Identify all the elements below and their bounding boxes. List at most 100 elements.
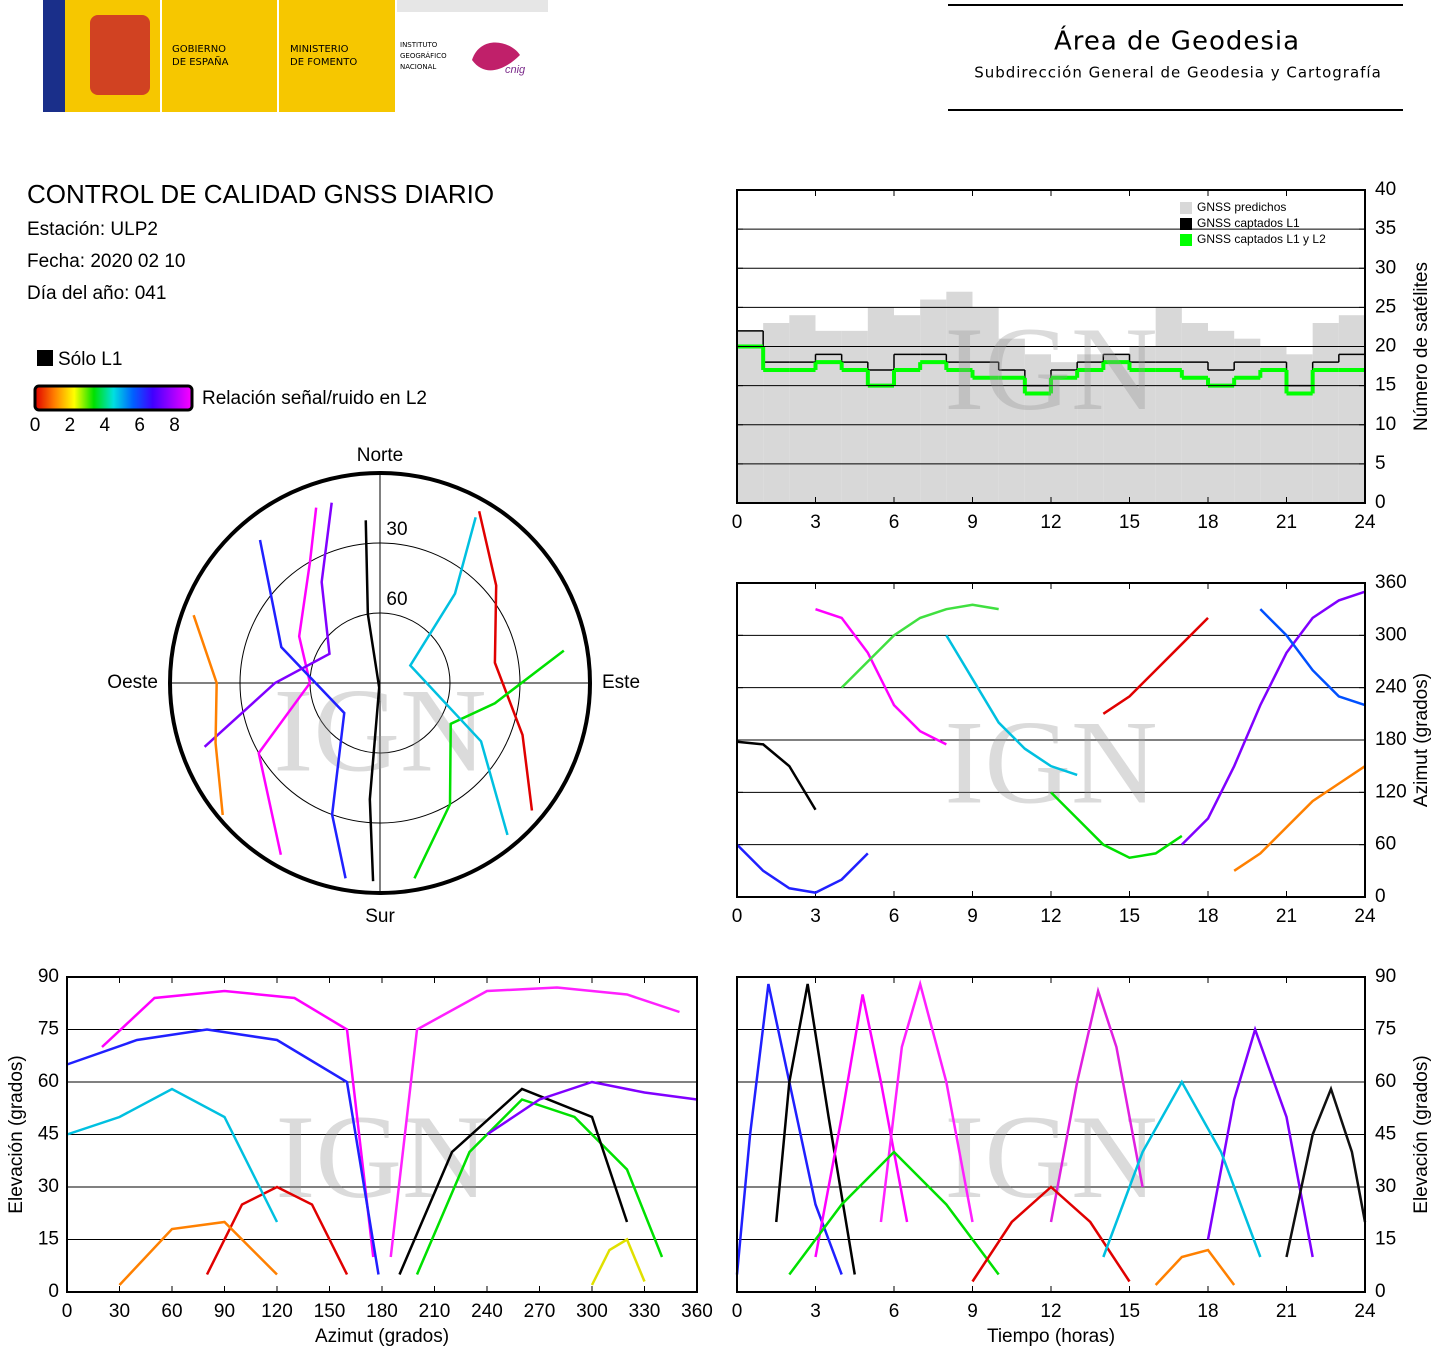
watermark: IGN bbox=[275, 1090, 488, 1223]
track bbox=[879, 979, 974, 1223]
sky-track bbox=[258, 539, 347, 879]
y-tick-label: 10 bbox=[1375, 414, 1396, 435]
x-tick-label: 6 bbox=[889, 512, 900, 533]
eu-stripe bbox=[43, 0, 65, 112]
snr-tick-label: 8 bbox=[169, 415, 180, 436]
x-tick-label: 360 bbox=[681, 1301, 713, 1322]
x-tick-label: 12 bbox=[1040, 512, 1061, 533]
x-axis-label: Tiempo (horas) bbox=[987, 1326, 1115, 1347]
area-title: Área de Geodesia bbox=[1054, 25, 1300, 57]
legend-swatch bbox=[1180, 218, 1192, 230]
gov-text: GOBIERNO bbox=[172, 44, 226, 55]
y-tick-label: 15 bbox=[1375, 1229, 1396, 1250]
y-axis-label: Número de satélites bbox=[1411, 262, 1432, 431]
area-step bbox=[1234, 338, 1261, 503]
x-tick-label: 15 bbox=[1119, 906, 1140, 927]
y-tick-label: 180 bbox=[1375, 729, 1407, 750]
y-tick-label: 75 bbox=[38, 1019, 59, 1040]
cnig-logo bbox=[472, 42, 520, 71]
area-step bbox=[1024, 354, 1051, 503]
x-tick-label: 0 bbox=[732, 1301, 743, 1322]
sky-track bbox=[413, 649, 565, 879]
track bbox=[1285, 1085, 1367, 1258]
area-step bbox=[789, 315, 816, 503]
area-step bbox=[998, 338, 1025, 503]
coat-of-arms bbox=[90, 15, 150, 95]
x-tick-label: 90 bbox=[214, 1301, 235, 1322]
day-of-year: Día del año: 041 bbox=[27, 283, 166, 304]
track bbox=[971, 1185, 1131, 1283]
x-tick-label: 6 bbox=[889, 906, 900, 927]
x-tick-label: 18 bbox=[1197, 512, 1218, 533]
plot-frame bbox=[736, 976, 1366, 1293]
gov-text: DE ESPAÑA bbox=[172, 55, 229, 68]
area-step bbox=[1312, 323, 1339, 503]
report-title: CONTROL DE CALIDAD GNSS DIARIO bbox=[27, 179, 494, 209]
y-tick-label: 240 bbox=[1375, 677, 1407, 698]
track bbox=[736, 843, 869, 894]
ring-label: 30 bbox=[386, 519, 407, 540]
x-tick-label: 180 bbox=[366, 1301, 398, 1322]
track bbox=[815, 607, 947, 746]
y-tick-label: 60 bbox=[38, 1071, 59, 1092]
x-tick-label: 9 bbox=[967, 906, 978, 927]
y-tick-label: 35 bbox=[1375, 218, 1396, 239]
x-tick-label: 300 bbox=[576, 1301, 608, 1322]
track bbox=[1102, 1079, 1262, 1258]
track bbox=[788, 1150, 1000, 1276]
sky-track bbox=[257, 507, 318, 856]
station: Estación: ULP2 bbox=[27, 219, 158, 240]
x-tick-label: 3 bbox=[810, 906, 821, 927]
ministry-text: DE FOMENTO bbox=[290, 57, 357, 68]
x-tick-label: 24 bbox=[1354, 906, 1376, 927]
x-tick-label: 18 bbox=[1197, 1301, 1218, 1322]
area-step bbox=[1103, 354, 1130, 503]
sky-track bbox=[203, 502, 333, 748]
track bbox=[1050, 791, 1183, 860]
x-tick-label: 12 bbox=[1040, 906, 1061, 927]
x-tick-label: 15 bbox=[1119, 1301, 1140, 1322]
y-tick-label: 25 bbox=[1375, 296, 1396, 317]
snr-tick-label: 4 bbox=[99, 415, 110, 436]
x-tick-label: 21 bbox=[1276, 512, 1297, 533]
area-step bbox=[737, 330, 764, 503]
y-axis-label: Elevación (grados) bbox=[6, 1055, 27, 1213]
y-tick-label: 0 bbox=[48, 1281, 59, 1302]
x-tick-label: 21 bbox=[1276, 906, 1297, 927]
direction-label: Oeste bbox=[107, 672, 158, 693]
snr-colorbar bbox=[33, 384, 194, 412]
snr-legend-label: Relación señal/ruido en L2 bbox=[202, 388, 427, 409]
x-tick-label: 0 bbox=[62, 1301, 73, 1322]
l1-swatch bbox=[37, 350, 53, 366]
watermark: IGN bbox=[944, 302, 1157, 435]
area-step bbox=[894, 315, 921, 503]
track bbox=[736, 740, 817, 811]
y-tick-label: 30 bbox=[1375, 1176, 1396, 1197]
y-tick-label: 75 bbox=[1375, 1019, 1396, 1040]
track bbox=[814, 994, 909, 1258]
area-step bbox=[1208, 330, 1235, 503]
x-tick-label: 9 bbox=[967, 512, 978, 533]
area-step bbox=[815, 330, 842, 503]
sky-track bbox=[477, 510, 534, 811]
watermark: IGN bbox=[273, 664, 486, 797]
plot-frame bbox=[736, 189, 1366, 504]
institute-text: GEOGRÁFICO bbox=[400, 51, 447, 60]
x-tick-label: 330 bbox=[629, 1301, 661, 1322]
snr-tick-label: 6 bbox=[134, 415, 145, 436]
x-tick-label: 3 bbox=[810, 512, 821, 533]
x-tick-label: 3 bbox=[810, 1301, 821, 1322]
direction-label: Norte bbox=[357, 445, 403, 466]
y-tick-label: 15 bbox=[38, 1229, 59, 1250]
area-step bbox=[867, 307, 894, 503]
area-step bbox=[920, 299, 947, 503]
area-step bbox=[1155, 307, 1182, 503]
track bbox=[66, 1028, 380, 1275]
institute-text: INSTITUTO bbox=[400, 41, 438, 49]
x-tick-label: 30 bbox=[109, 1301, 130, 1322]
x-tick-label: 0 bbox=[732, 906, 743, 927]
separator bbox=[160, 0, 162, 112]
x-tick-label: 240 bbox=[471, 1301, 503, 1322]
x-tick-label: 0 bbox=[732, 512, 743, 533]
legend-swatch bbox=[1180, 202, 1192, 214]
